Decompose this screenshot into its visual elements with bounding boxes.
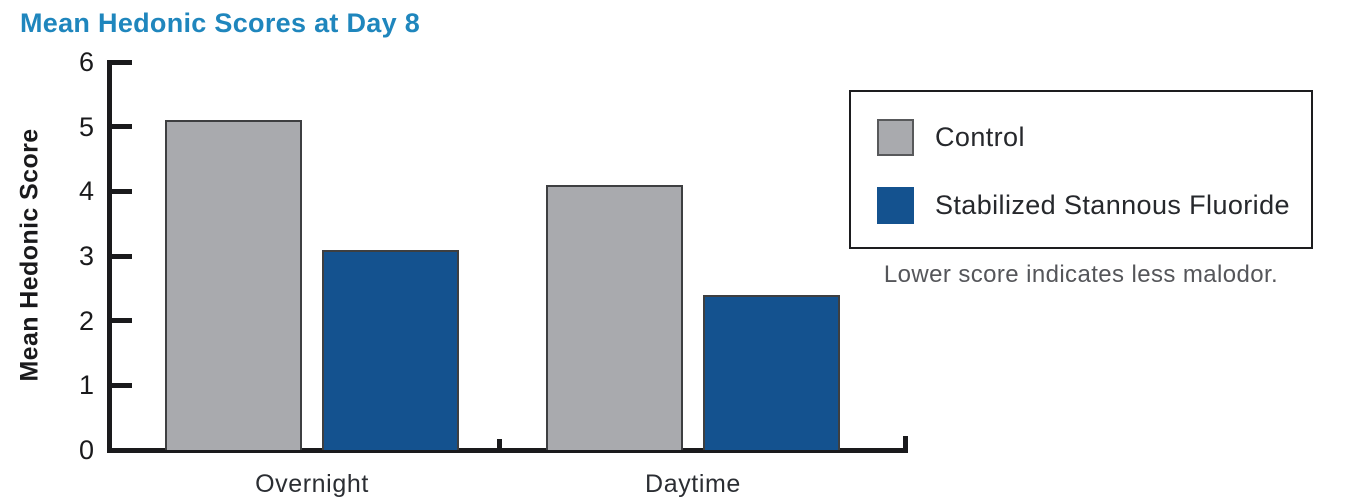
category-label-overnight: Overnight — [255, 470, 369, 498]
y-tick — [107, 124, 132, 130]
y-tick-label: 1 — [78, 370, 94, 401]
bar-fluoride-daytime — [703, 294, 840, 450]
legend-item-control: Control — [851, 118, 1311, 156]
legend-swatch-fluoride — [877, 186, 914, 224]
legend-swatch-control — [877, 118, 914, 156]
legend-label-fluoride: Stabilized Stannous Fluoride — [935, 189, 1290, 220]
y-tick-label: 4 — [78, 176, 94, 207]
y-tick — [107, 253, 132, 259]
x-axis-line — [107, 448, 908, 453]
y-tick — [107, 382, 132, 388]
y-tick-label: 6 — [78, 47, 94, 77]
legend-box: Control Stabilized Stannous Fluoride — [849, 90, 1313, 249]
legend-note: Lower score indicates less malodor. — [883, 261, 1279, 288]
y-tick — [107, 318, 132, 324]
page-title: Mean Hedonic Scores at Day 8 — [20, 8, 421, 38]
plot-area: 0 1 2 3 4 5 6 Overnight Daytime — [78, 47, 908, 498]
category-label-daytime: Daytime — [645, 470, 741, 498]
legend-item-fluoride: Stabilized Stannous Fluoride — [851, 186, 1311, 224]
y-tick-label: 2 — [78, 305, 94, 336]
y-tick — [107, 59, 132, 65]
y-tick-label: 3 — [78, 241, 94, 271]
bar-fluoride-overnight — [322, 249, 459, 450]
legend-label-control: Control — [935, 121, 1025, 152]
x-axis-mid-tick — [497, 439, 502, 448]
bar-control-overnight — [165, 120, 302, 450]
bar-control-daytime — [546, 184, 683, 450]
x-axis-end-tick — [903, 436, 908, 448]
y-tick-label: 5 — [78, 111, 94, 142]
y-tick — [107, 188, 132, 194]
y-tick-label: 0 — [78, 435, 94, 465]
